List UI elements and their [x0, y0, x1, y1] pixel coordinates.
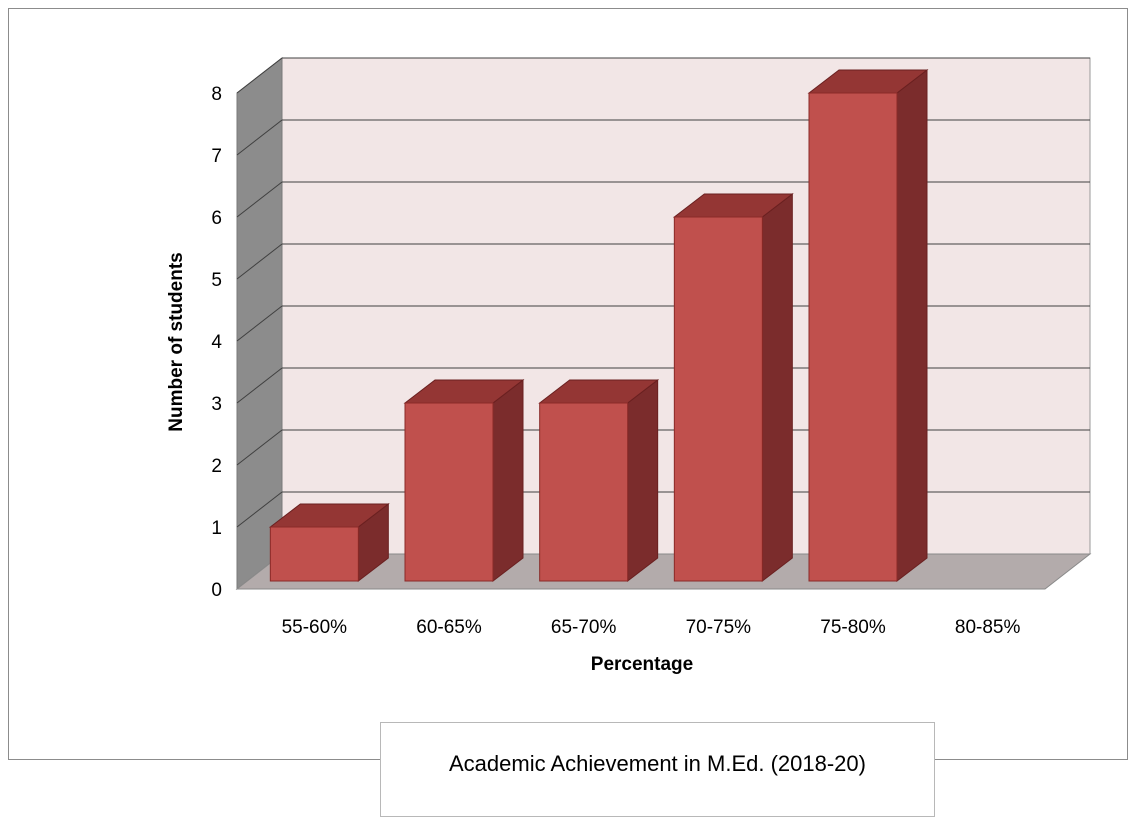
- bar-front: [808, 92, 898, 582]
- y-tick-label: 1: [211, 518, 222, 539]
- bar-side: [896, 68, 928, 583]
- y-axis-title: Number of students: [166, 252, 187, 431]
- gridline-side: [236, 119, 283, 156]
- bar: [538, 378, 660, 583]
- bar-side: [627, 378, 659, 583]
- x-tick-label: 75-80%: [820, 617, 886, 638]
- y-tick-label: 2: [211, 456, 222, 477]
- x-tick-label: 70-75%: [686, 617, 752, 638]
- gridline-side: [236, 367, 283, 404]
- x-tick-labels: 55-60% 60-65% 65-70% 70-75% 75-80% 80-85%: [282, 617, 1021, 638]
- bar-front: [404, 402, 494, 582]
- x-tick-label: 55-60%: [282, 617, 348, 638]
- bar: [672, 192, 794, 583]
- bar-side: [761, 192, 793, 583]
- bars: [268, 68, 929, 583]
- gridline-side: [236, 243, 283, 280]
- bar-chart: 0 1 2 3 4 5 6 7 8 55-60% 60-65% 65-70% 70-75% 75-80%…: [166, 56, 1092, 675]
- chart-title-box: Academic Achievement in M.Ed. (2018-20): [380, 722, 935, 817]
- chart-title: Academic Achievement in M.Ed. (2018-20): [449, 751, 866, 776]
- bar-front: [673, 216, 763, 582]
- y-tick-label: 4: [211, 332, 222, 353]
- y-tick-label: 7: [211, 146, 222, 167]
- bar: [403, 378, 525, 583]
- y-tick-label: 6: [211, 208, 222, 229]
- gridline-side: [236, 305, 283, 342]
- gridline-side: [236, 181, 283, 218]
- bar-side: [492, 378, 524, 583]
- y-tick-label: 5: [211, 270, 222, 291]
- y-tick-label: 0: [211, 580, 222, 601]
- bar: [807, 68, 929, 583]
- x-axis-title: Percentage: [591, 654, 693, 675]
- gridline-side: [236, 429, 283, 466]
- bar-front: [269, 526, 359, 582]
- bar-front: [539, 402, 629, 582]
- bar: [268, 502, 390, 583]
- x-tick-label: 80-85%: [955, 617, 1021, 638]
- gridline-side: [236, 491, 283, 528]
- y-tick-label: 8: [211, 84, 222, 105]
- y-tick-labels: 0 1 2 3 4 5 6 7 8: [211, 84, 222, 601]
- gridline-side: [236, 57, 283, 94]
- x-tick-label: 65-70%: [551, 617, 617, 638]
- y-tick-label: 3: [211, 394, 222, 415]
- x-tick-label: 60-65%: [416, 617, 482, 638]
